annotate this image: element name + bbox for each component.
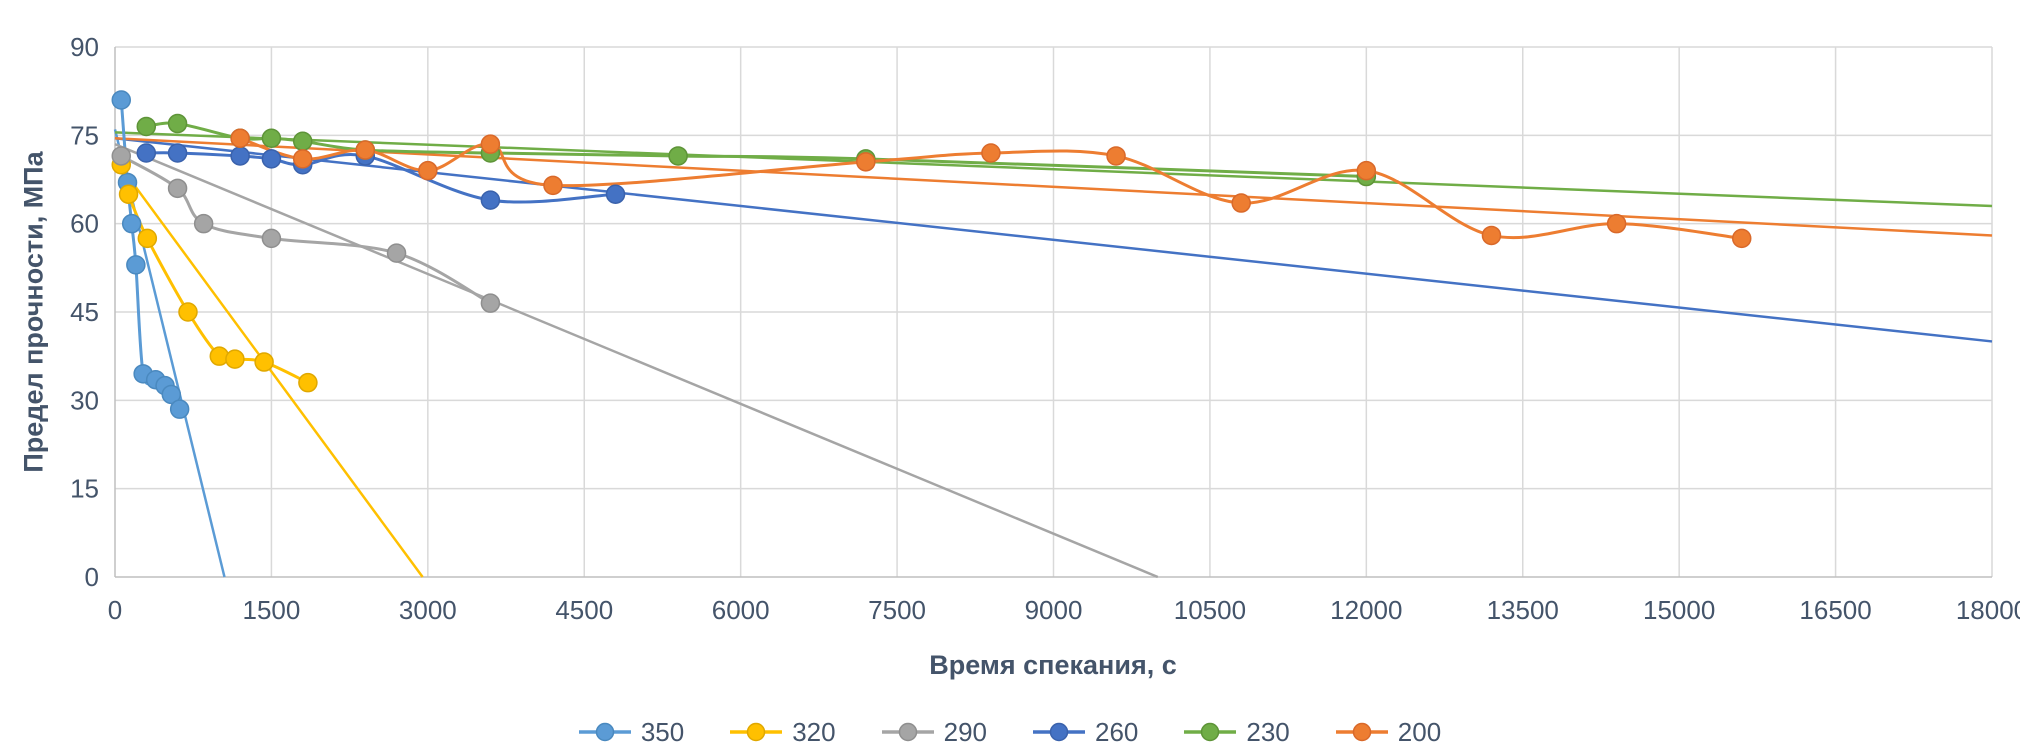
legend-item-290: 290 — [881, 717, 987, 747]
legend-label: 230 — [1246, 717, 1290, 747]
y-tick-label: 0 — [85, 562, 99, 592]
marker-260 — [261, 149, 282, 169]
marker-200 — [1481, 225, 1502, 246]
legend-marker-icon — [881, 722, 934, 742]
marker-350 — [161, 384, 182, 405]
marker-200 — [480, 134, 501, 154]
marker-350 — [126, 255, 146, 275]
legend-marker-icon — [730, 722, 783, 742]
marker-350 — [169, 399, 190, 419]
marker-200 — [856, 152, 876, 172]
marker-320 — [209, 346, 230, 366]
trendline-200 — [114, 137, 1993, 237]
marker-230 — [292, 131, 313, 151]
marker-290 — [386, 243, 407, 263]
legend-label: 350 — [640, 717, 685, 747]
marker-260 — [136, 143, 157, 163]
y-tick-label: 30 — [70, 385, 99, 415]
marker-200 — [292, 149, 313, 169]
y-tick-label: 45 — [70, 297, 99, 327]
marker-320 — [137, 228, 158, 249]
x-axis-title: Время спекания, с — [929, 650, 1177, 680]
x-tick-label: 3000 — [399, 595, 457, 625]
marker-290 — [111, 146, 132, 166]
marker-200 — [981, 143, 1001, 163]
legend-label: 200 — [1397, 717, 1442, 747]
y-tick-label: 60 — [70, 209, 99, 239]
marker-200 — [1106, 146, 1126, 166]
legend-item-320: 320 — [730, 717, 836, 747]
marker-320 — [225, 349, 245, 369]
legend-item-260: 260 — [1033, 719, 1138, 745]
x-tick-label: 10500 — [1174, 595, 1246, 625]
legend-label: 290 — [943, 717, 987, 747]
marker-230 — [136, 116, 157, 137]
x-tick-label: 9000 — [1025, 595, 1083, 625]
x-tick-label: 16500 — [1799, 595, 1871, 625]
x-tick-label: 15000 — [1643, 595, 1715, 625]
legend-item-350: 350 — [578, 717, 685, 747]
legend-marker-icon — [1184, 722, 1237, 742]
marker-290 — [261, 228, 282, 249]
x-tick-label: 12000 — [1330, 595, 1402, 625]
legend-item-230: 230 — [1184, 717, 1290, 747]
x-tick-label: 13500 — [1487, 595, 1559, 625]
legend-marker-icon — [1033, 722, 1085, 742]
marker-200 — [1731, 228, 1752, 249]
marker-260 — [167, 143, 188, 163]
legend-label: 260 — [1095, 717, 1139, 747]
legend: 350 320 290 260 230 200 — [0, 712, 2020, 752]
x-tick-label: 4500 — [555, 595, 613, 625]
marker-290 — [480, 293, 501, 313]
x-tick-label: 6000 — [712, 595, 770, 625]
marker-230 — [167, 113, 188, 134]
marker-230 — [668, 146, 688, 166]
legend-item-200: 200 — [1335, 717, 1442, 747]
marker-320 — [178, 302, 198, 322]
marker-200 — [1356, 160, 1377, 181]
x-tick-label: 7500 — [868, 595, 926, 625]
y-tick-label: 75 — [70, 120, 99, 150]
y-tick-label: 90 — [70, 32, 99, 62]
marker-260 — [605, 184, 626, 204]
marker-260 — [480, 190, 501, 210]
marker-200 — [418, 160, 438, 181]
marker-350 — [111, 90, 132, 110]
marker-320 — [298, 372, 318, 393]
marker-200 — [543, 175, 563, 196]
marker-200 — [1606, 213, 1627, 234]
plot-area: 0 1500 3000 4500 6000 7500 9000 10500 12000 13500… — [70, 32, 2020, 625]
marker-200 — [1231, 193, 1251, 213]
marker-290 — [167, 178, 188, 199]
x-tick-label: 1500 — [242, 595, 300, 625]
y-tick-label: 15 — [70, 474, 99, 504]
trendline-290 — [114, 143, 1159, 579]
marker-260 — [230, 146, 250, 166]
legend-marker-icon — [578, 722, 631, 742]
marker-200 — [230, 128, 250, 149]
marker-200 — [355, 140, 376, 160]
trendline-230 — [114, 131, 1993, 208]
legend-marker-icon — [1335, 722, 1388, 742]
marker-230 — [261, 128, 282, 149]
marker-350 — [121, 213, 142, 234]
legend-label: 320 — [792, 717, 836, 747]
marker-320 — [254, 352, 274, 372]
x-tick-label: 0 — [108, 595, 122, 625]
marker-290 — [193, 213, 214, 234]
marker-320 — [118, 184, 139, 204]
